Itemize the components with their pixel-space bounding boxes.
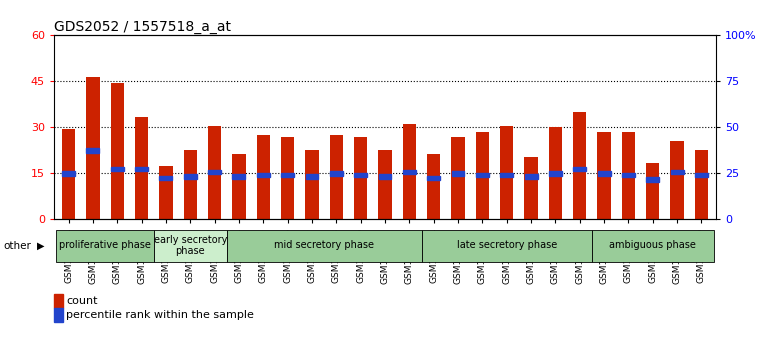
Bar — [56, 230, 154, 262]
Bar — [184, 175, 196, 179]
Text: percentile rank within the sample: percentile rank within the sample — [66, 310, 254, 320]
Bar — [403, 124, 416, 219]
Bar — [233, 175, 246, 179]
Bar — [306, 175, 318, 179]
Bar — [574, 167, 586, 171]
Bar — [354, 137, 367, 219]
Bar — [524, 156, 537, 219]
Text: early secretory
phase: early secretory phase — [153, 234, 227, 256]
Bar — [330, 171, 343, 176]
Bar — [86, 77, 99, 219]
Bar — [500, 173, 513, 177]
Text: count: count — [66, 296, 98, 306]
Text: mid secretory phase: mid secretory phase — [274, 240, 374, 250]
Bar — [476, 173, 489, 177]
Bar — [646, 177, 659, 182]
Bar — [592, 230, 714, 262]
Bar — [111, 167, 124, 171]
Bar — [86, 148, 99, 153]
Bar — [524, 175, 537, 179]
Bar — [379, 175, 391, 179]
Bar — [305, 150, 319, 219]
Bar — [427, 176, 440, 180]
Bar — [256, 135, 270, 219]
Bar — [135, 167, 148, 171]
Bar — [378, 150, 392, 219]
Bar — [421, 230, 592, 262]
Bar — [330, 135, 343, 219]
Bar — [208, 170, 221, 174]
Bar — [281, 173, 294, 177]
Bar — [695, 150, 708, 219]
Text: other: other — [4, 241, 32, 251]
Bar — [281, 137, 294, 219]
Bar — [135, 117, 149, 219]
Bar — [257, 173, 270, 177]
Text: GDS2052 / 1557518_a_at: GDS2052 / 1557518_a_at — [54, 21, 231, 34]
Bar — [403, 170, 416, 174]
Bar — [622, 173, 635, 177]
Bar — [427, 154, 440, 219]
Bar — [573, 112, 587, 219]
Text: late secretory phase: late secretory phase — [457, 240, 557, 250]
Bar — [62, 129, 75, 219]
Bar — [671, 170, 684, 174]
Bar — [452, 171, 464, 176]
Bar — [598, 171, 611, 176]
Text: ambiguous phase: ambiguous phase — [609, 240, 696, 250]
Bar — [598, 132, 611, 219]
Bar — [549, 127, 562, 219]
Bar — [159, 166, 172, 219]
Bar — [154, 230, 226, 262]
Bar — [354, 173, 367, 177]
Bar — [500, 126, 514, 219]
Bar — [671, 141, 684, 219]
Text: proliferative phase: proliferative phase — [59, 240, 151, 250]
Bar — [451, 137, 465, 219]
Bar — [476, 132, 489, 219]
Bar — [111, 83, 124, 219]
Bar — [159, 176, 172, 180]
Bar — [62, 171, 75, 176]
Text: ▶: ▶ — [37, 241, 45, 251]
Bar — [646, 163, 659, 219]
Bar — [226, 230, 421, 262]
Bar — [621, 132, 635, 219]
Bar — [233, 154, 246, 219]
Bar — [695, 173, 708, 177]
Bar — [208, 126, 221, 219]
Bar — [183, 150, 197, 219]
Bar — [549, 171, 562, 176]
